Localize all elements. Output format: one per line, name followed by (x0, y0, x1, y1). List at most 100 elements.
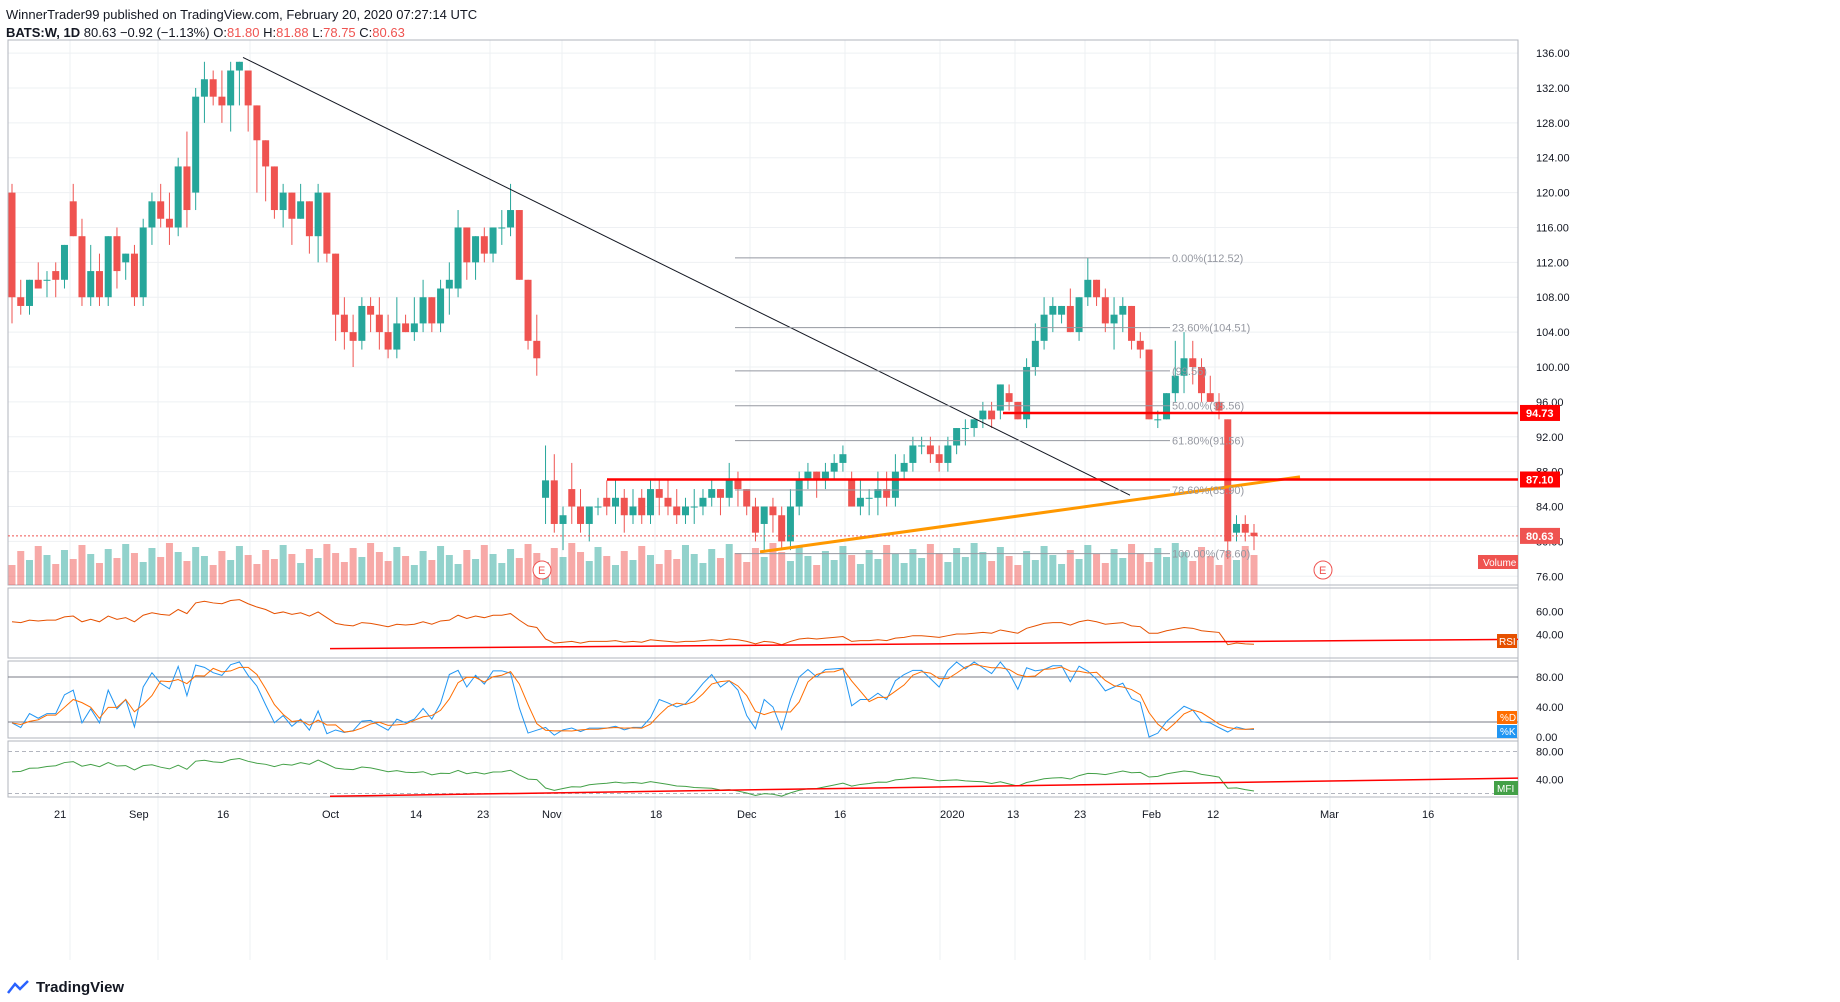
candle-body (751, 506, 759, 533)
volume-bar (699, 563, 707, 585)
volume-bar (629, 560, 637, 585)
candle-body (1093, 279, 1101, 298)
volume-bar (34, 546, 42, 585)
volume-bar (1066, 550, 1074, 585)
volume-bar (192, 547, 200, 585)
pane-frame (7, 39, 1519, 586)
pane-frame (7, 587, 1519, 659)
candle-body (1119, 305, 1127, 315)
tradingview-logo[interactable]: TradingView (6, 976, 124, 998)
candle-body (1075, 297, 1083, 333)
candle-body (349, 332, 357, 341)
volume-bar (830, 560, 838, 585)
candle-body (1233, 523, 1241, 533)
volume-bar (603, 556, 611, 585)
volume-bar (751, 548, 759, 585)
volume-bar (988, 561, 996, 585)
price-tick-label: 76.00 (1536, 571, 1564, 583)
candle-body (148, 201, 156, 228)
volume-bar (620, 551, 628, 585)
candle-body (445, 279, 453, 289)
candle-body (480, 236, 488, 254)
candle-body (830, 462, 838, 472)
volume-bar (664, 550, 672, 585)
candle-body (795, 480, 803, 507)
candle-body (367, 305, 375, 315)
symbol[interactable]: BATS:W, 1D (6, 25, 81, 40)
candle-body (620, 497, 628, 516)
volume-bar (314, 558, 322, 585)
volume-bar (1049, 555, 1057, 585)
volume-bar (550, 548, 558, 585)
candle-body (1023, 367, 1031, 420)
mfi-label: MFI (1497, 784, 1514, 795)
time-axis-label: 23 (477, 809, 489, 821)
fib-label: 23.60%(104.51) (1172, 323, 1250, 335)
time-axis-label: 23 (1074, 809, 1086, 821)
volume-bar (900, 563, 908, 585)
candle-body (681, 506, 689, 516)
candle-body (568, 489, 576, 507)
candle-body (1241, 523, 1249, 533)
volume-bar (708, 549, 716, 585)
candle-body (813, 471, 821, 481)
candle-body (489, 227, 497, 254)
candle-body (1180, 358, 1188, 376)
volume-bar (60, 550, 68, 585)
volume-bar (786, 561, 794, 585)
volume-bar (743, 562, 751, 585)
candle-body (550, 480, 558, 524)
volume-bar (393, 547, 401, 585)
brand-text: TradingView (36, 978, 125, 996)
candle-body (1101, 297, 1109, 324)
candle-body (524, 279, 532, 341)
ohlc-line: BATS:W, 1D 80.63 −0.92 (−1.13%) O:81.80 … (6, 24, 477, 42)
stoch-k-label: %K (1500, 727, 1516, 738)
volume-bar (883, 545, 891, 585)
volume-bar (926, 544, 934, 585)
last-price: 80.63 (83, 25, 117, 40)
mfi-label-bg (1494, 781, 1518, 795)
price-tick-label: 92.00 (1536, 432, 1564, 444)
volume-bar (52, 564, 60, 585)
candle-body (646, 489, 654, 516)
candle-body (279, 192, 287, 211)
volume-bar (848, 555, 856, 585)
fib-label: 100.00%(78.60) (1172, 549, 1250, 561)
time-axis-label: 21 (54, 809, 66, 821)
volume-bar (445, 555, 453, 585)
candle-body (1049, 305, 1057, 315)
fib-label: (99.56) (1172, 366, 1207, 378)
volume-bar (227, 560, 235, 585)
volume-bar (419, 551, 427, 585)
volume-bar (270, 559, 278, 585)
time-axis-label: 16 (217, 809, 229, 821)
volume-bar (279, 545, 287, 585)
candle-body (743, 489, 751, 507)
volume-bar (795, 547, 803, 585)
candle-body (288, 192, 296, 219)
price-tick-label: 120.00 (1536, 188, 1570, 200)
candle-body (60, 244, 68, 280)
volume-bar (577, 552, 585, 585)
candle-body (603, 497, 611, 507)
volume-bar (340, 562, 348, 585)
candle-body (358, 305, 366, 341)
volume-bar (1180, 552, 1188, 585)
resistance-1-tag (1520, 404, 1560, 421)
volume-bar (1031, 560, 1039, 585)
candle-body (1215, 401, 1223, 411)
price-tick-label: 104.00 (1536, 327, 1570, 339)
publish-info: WinnerTrader99 published on TradingView.… (6, 7, 478, 22)
volume-bar (996, 547, 1004, 585)
volume-bar (524, 544, 532, 585)
mfi-tick-label: 80.00 (1536, 747, 1564, 759)
volume-bar (935, 553, 943, 585)
candle-body (1058, 305, 1066, 315)
candle-body (235, 61, 243, 71)
price-tick-label: 100.00 (1536, 362, 1570, 374)
candle-body (533, 340, 541, 359)
candle-body (227, 70, 235, 106)
time-axis-label: 16 (834, 809, 846, 821)
